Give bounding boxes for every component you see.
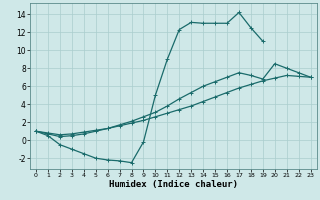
X-axis label: Humidex (Indice chaleur): Humidex (Indice chaleur) xyxy=(109,180,238,189)
